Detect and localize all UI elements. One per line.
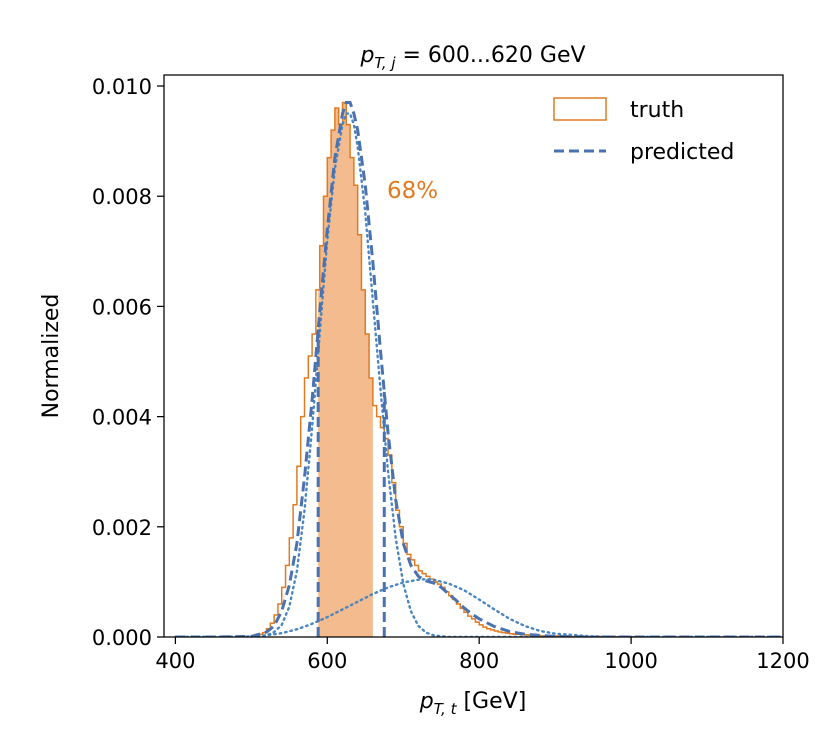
predicted-tail-component-line: [174, 577, 783, 637]
y-tick-label: 0.006: [92, 295, 152, 319]
y-axis: 0.000 0.002 0.004 0.006 0.008 0.010: [92, 75, 164, 650]
y-axis-label: Normalized: [39, 294, 64, 419]
legend-truth-swatch: [553, 97, 607, 121]
predicted-core-component-line: [174, 112, 783, 637]
chart-title: pT, j = 600...620 GeV: [359, 43, 585, 72]
interval-68pct-annotation: 68%: [387, 178, 438, 204]
truth-68pct-fill: [318, 102, 373, 637]
legend: truth predicted: [553, 97, 734, 165]
y-tick-label: 0.000: [92, 626, 152, 650]
predicted-line: [175, 101, 783, 637]
x-tick-label: 1200: [756, 649, 809, 673]
y-tick-label: 0.002: [92, 516, 152, 540]
x-tick-label: 400: [155, 649, 195, 673]
x-axis-label: pT, t [GeV]: [419, 689, 527, 718]
y-tick-label: 0.004: [92, 406, 152, 430]
plot-area: [174, 101, 783, 637]
x-tick-label: 1000: [604, 649, 657, 673]
y-tick-label: 0.008: [92, 185, 152, 209]
legend-predicted-label: predicted: [630, 140, 734, 165]
y-tick-label: 0.010: [92, 75, 152, 99]
x-axis: 400 600 800 1000 1200: [155, 637, 810, 673]
x-tick-label: 800: [459, 649, 499, 673]
legend-truth-label: truth: [630, 98, 684, 123]
x-tick-label: 600: [307, 649, 347, 673]
plot-frame: [163, 74, 784, 638]
